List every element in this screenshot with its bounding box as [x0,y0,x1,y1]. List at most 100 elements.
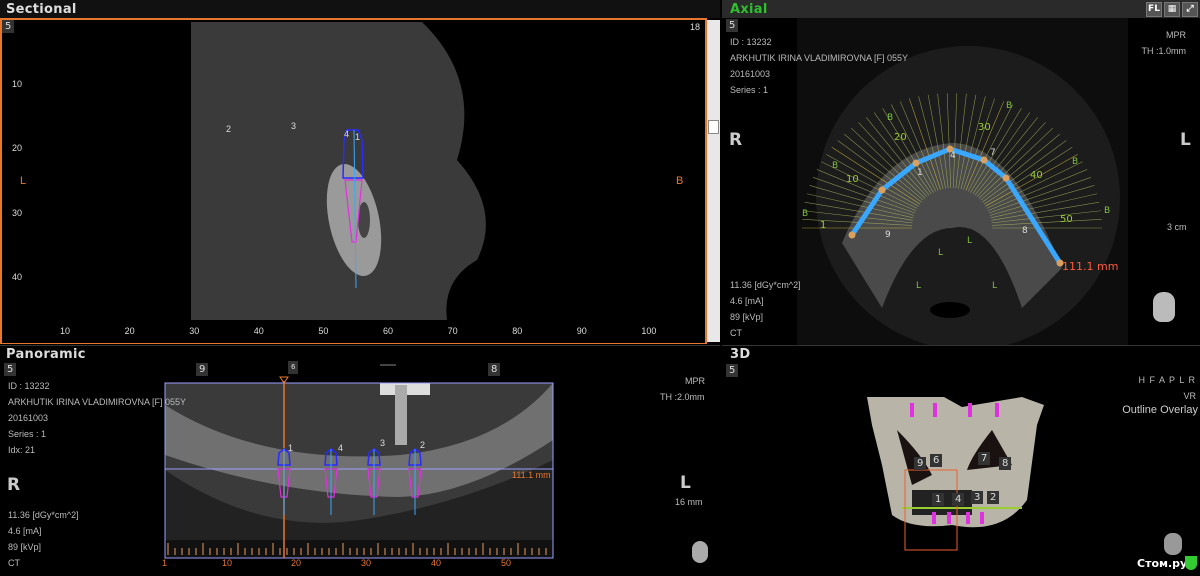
side-label: B [1006,101,1012,111]
outline-overlay-toggle[interactable]: Outline Overlay [1122,404,1198,416]
expand-icon[interactable]: ⤢ [1182,2,1198,17]
curve-length: 111.1 mm [1062,260,1119,273]
arch-distance-label: 30 [978,122,991,133]
grid-icon[interactable]: ▦ [1164,2,1180,17]
sectional-viewport[interactable] [0,18,707,344]
series: Series : 1 [8,429,47,439]
implant [367,448,381,515]
3d-rendering[interactable] [722,345,1200,576]
implant-badge: 1 [932,493,945,506]
left-orientation: R [7,475,21,495]
curve-control-point [912,159,920,167]
dose: 11.36 [dGy*cm^2] [8,510,79,520]
fl-button[interactable]: FL [1146,2,1162,17]
right-orientation: L [1180,130,1191,150]
side-label: L [992,281,997,291]
implant [324,448,338,515]
cross-section-line [991,201,1100,221]
study-date: 20161003 [8,413,49,423]
cross-section-line [816,169,917,211]
side-label: L [938,248,943,258]
h-tick: 70 [447,326,458,336]
h-tick: 10 [60,326,71,336]
series: Series : 1 [730,85,769,95]
implant-label: 8 [1022,226,1028,236]
head-orientation-icon[interactable] [692,541,708,563]
right-orientation: L [680,473,691,493]
mode-label: MPR [685,376,705,386]
h-tick: 30 [189,326,200,336]
implant-label: 1 [917,168,923,178]
arch-distance-label: 50 [1060,214,1073,225]
implant-marker: 4 [344,129,350,139]
curve-control-point [878,186,886,194]
side-label: L [916,281,921,291]
slice-badge: 5 [726,364,739,377]
cross-section-line [974,117,1039,196]
3d-panel[interactable]: 3D 5 H F A P L R VR Outline Overlay 9 6 … [722,345,1200,576]
implant-marker: 2 [226,124,232,134]
tube-current: 4.6 [mA] [730,296,764,306]
cross-section-line [980,133,1060,201]
render-mode: VR [1183,391,1196,401]
side-label: L [967,236,972,246]
axial-header [722,0,1200,18]
v-tick: 10 [12,79,23,89]
cross-section-line [982,140,1067,203]
v-tick: 30 [12,208,23,218]
slice-badge: 5 [4,363,17,376]
axial-panel[interactable]: Axial FL ▦ ⤢ 1 10 20 30 40 50 9 1 4 7 8 B B B B B B L L L L … [722,0,1200,345]
cross-section-line [958,94,977,189]
scrollbar-thumb[interactable] [708,120,719,134]
implant-label: 4 [950,151,956,161]
cross-section-line [990,193,1098,219]
ruler-tick: 30 [361,558,372,568]
implant-label: 9 [885,230,891,240]
implant [408,448,422,515]
cross-section-line [804,201,913,221]
panoramic-image[interactable] [0,345,720,576]
cross-section-line [963,98,995,190]
h-tick: 80 [512,326,523,336]
cross-section-line [899,101,939,191]
sectional-header [0,0,720,18]
head-orientation-icon[interactable] [1164,533,1182,555]
axial-title: Axial [730,2,768,17]
patient-id: ID : 13232 [730,37,772,47]
shield-icon [1185,556,1197,570]
cross-section-line [806,193,914,219]
curve-control-point [1002,174,1010,182]
v-tick: 40 [12,272,23,282]
ruler-tick: 50 [501,558,512,568]
cross-section-line [978,127,1054,199]
cross-section-line [952,93,958,189]
cross-section-line [837,140,922,203]
implant-badge: 6 [288,361,299,374]
implant-marker: 1 [355,132,361,142]
implant [277,448,291,515]
cross-section-line [873,112,932,194]
cross-section-line [882,108,934,193]
cross-section-line [991,210,1101,224]
patient-name: ARKHUTIK IRINA VLADIMIROVNA [F] 055Y [8,397,187,407]
ruler-tick: 1 [162,558,168,568]
side-label: B [887,113,893,123]
watermark-logo: Стом.ру [1137,557,1188,570]
implant-badge: 6 [930,454,943,467]
modality: CT [730,328,742,338]
h-tick: 50 [318,326,329,336]
implant-marker: 3 [291,121,297,131]
cross-section-line [989,185,1095,216]
sectional-panel[interactable]: Sectional 5 18 L B 10 20 30 40 10 20 30 40 5… [0,0,720,345]
v-tick: 20 [12,143,23,153]
implant-badge: 9 [914,457,927,470]
side-label: B [1072,157,1078,167]
head-orientation-icon[interactable] [1153,292,1175,322]
panoramic-panel[interactable]: Panoramic 5 9 6 8 1 4 3 2 111.1 mm ID : … [0,345,720,576]
h-tick: 90 [576,326,587,336]
sectional-scrollbar[interactable] [707,20,720,342]
slice-index: Idx: 21 [8,445,36,455]
cross-section-line [850,127,926,199]
curve-control-point [848,231,856,239]
ruler-tick: 10 [222,558,233,568]
